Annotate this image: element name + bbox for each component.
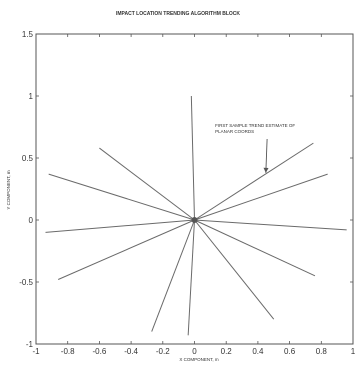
y-tick-label: 1.5 (22, 30, 34, 39)
y-tick-label: -1 (26, 340, 34, 349)
x-tick-label: -1 (32, 347, 40, 356)
trend-line-2 (99, 147, 195, 221)
trend-line-8 (194, 142, 314, 221)
trend-line-5 (151, 219, 195, 332)
x-tick-label: 1 (351, 347, 356, 356)
x-axis-label: X COMPONENT, m (179, 357, 219, 362)
x-tick-label: -0.6 (93, 347, 107, 356)
annotation-text-line: FIRST SAMPLE TREND ESTIMATE OF (215, 123, 295, 128)
y-tick-label: 1 (29, 92, 34, 101)
annotation-arrow (265, 138, 268, 173)
trend-line-9 (194, 173, 328, 221)
x-tick-label: 0.2 (221, 347, 233, 356)
y-tick-label: 0 (29, 216, 34, 225)
trend-line-3 (45, 219, 195, 233)
trend-line-12 (194, 219, 275, 320)
x-tick-label: 0.8 (316, 347, 328, 356)
trend-line-6 (187, 219, 195, 336)
y-axis-label: Y COMPONENT, m (6, 170, 11, 209)
trend-line-4 (57, 219, 195, 280)
trend-line-10 (194, 219, 347, 231)
trend-line-11 (194, 219, 316, 277)
plot-frame (35, 33, 354, 345)
y-tick-label: 0.5 (22, 154, 34, 163)
x-tick-label: -0.4 (124, 347, 138, 356)
trend-lines (45, 95, 347, 336)
annotation-arrowhead (263, 167, 269, 173)
x-axis-ticks: -1 -0.8 -0.6 -0.4 -0.2 0 0.2 0.4 0.6 0.8 1 (32, 34, 356, 356)
origin-marker (191, 217, 198, 223)
x-tick-label: -0.2 (156, 347, 170, 356)
trend-line-7 (190, 95, 195, 221)
x-tick-label: 0.6 (284, 347, 296, 356)
y-axis-ticks: -1 -0.5 0 0.5 1 1.5 (19, 30, 353, 349)
chart-title: IMPACT LOCATION TRENDING ALGORITHM BLOCK (116, 11, 240, 17)
trend-line-1 (48, 173, 195, 221)
x-tick-label: 0 (192, 347, 197, 356)
x-tick-label: -0.8 (61, 347, 75, 356)
y-tick-label: -0.5 (19, 278, 33, 287)
x-tick-label: 0.4 (252, 347, 264, 356)
annotation-text-line: PLANAR COORDS (215, 129, 254, 134)
